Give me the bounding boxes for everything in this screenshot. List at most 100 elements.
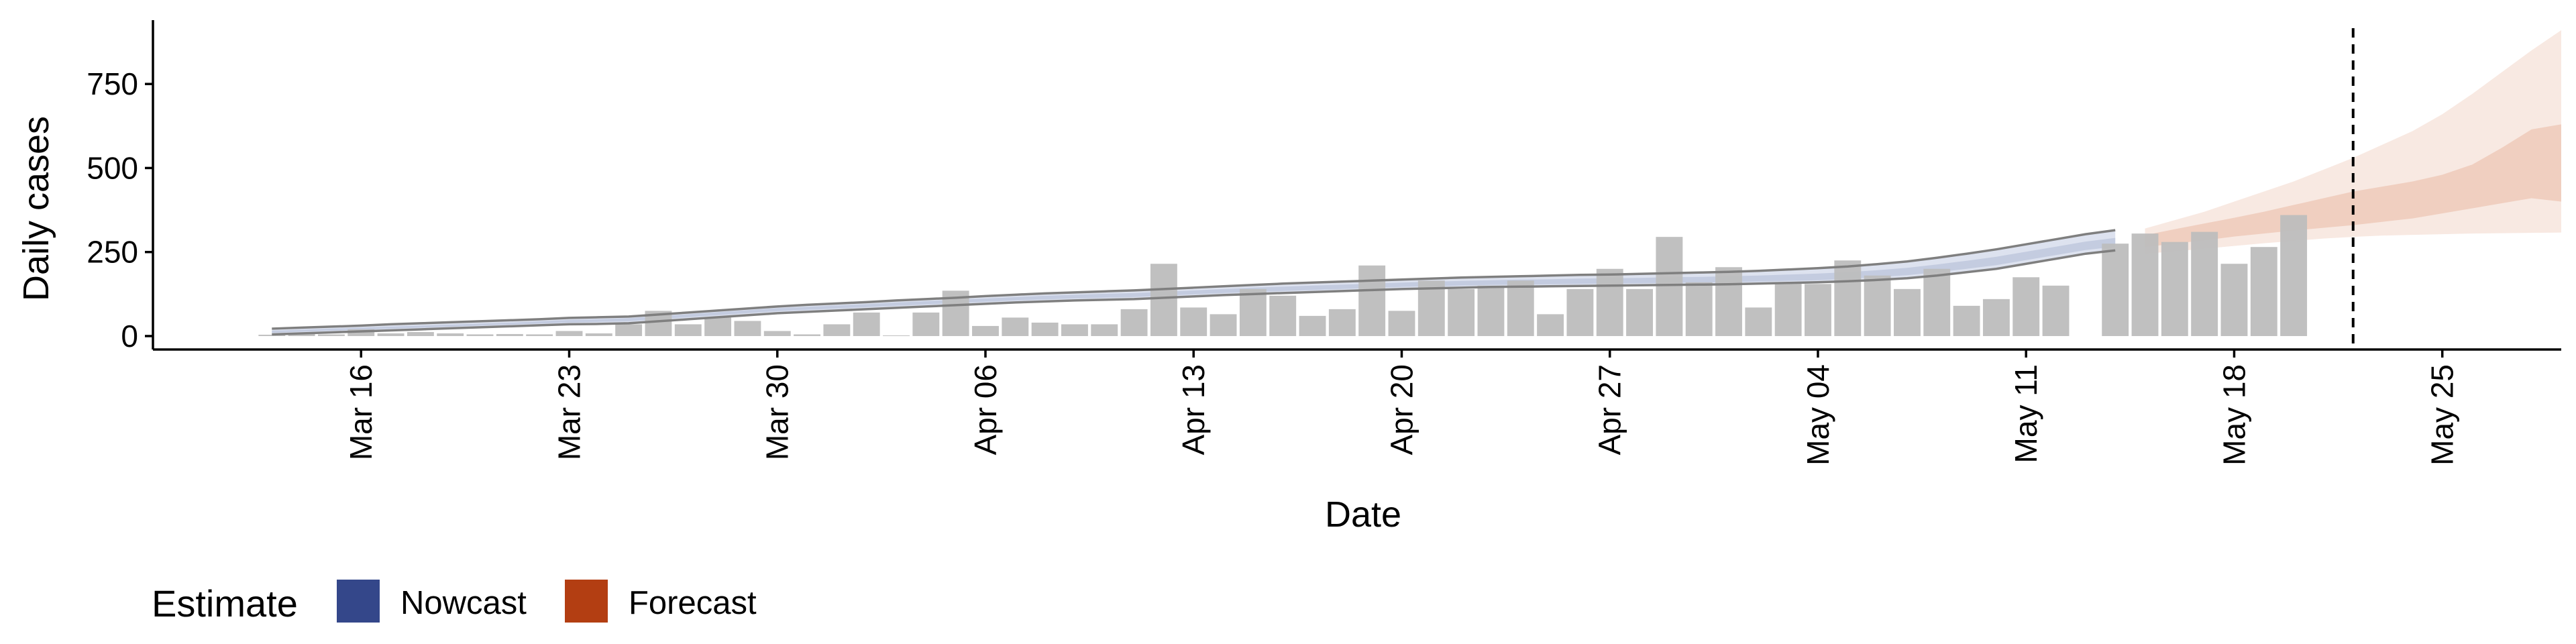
bar-22 (883, 335, 910, 336)
bar-15 (674, 324, 702, 336)
bar-66 (2191, 231, 2218, 336)
bar-56 (1893, 288, 1921, 336)
x-tick-label-4: Apr 13 (1176, 364, 1211, 455)
bar-46 (1596, 268, 1623, 336)
bar-61 (2042, 285, 2070, 336)
bar-64 (2131, 233, 2159, 336)
bar-60 (2012, 277, 2040, 336)
x-tick-label-10: May 25 (2425, 364, 2460, 466)
bar-11 (555, 331, 583, 336)
bar-51 (1745, 307, 1772, 336)
bar-27 (1031, 322, 1059, 336)
bar-30 (1120, 309, 1148, 336)
bar-4 (347, 329, 375, 336)
x-tick-label-3: Apr 06 (968, 364, 1003, 455)
bar-21 (853, 312, 880, 336)
bar-57 (1923, 268, 1951, 336)
bar-54 (1834, 260, 1862, 336)
bar-50 (1715, 267, 1742, 336)
x-tick-label-8: May 11 (2008, 364, 2043, 463)
x-tick-label-9: May 18 (2216, 364, 2251, 466)
bar-6 (407, 331, 434, 336)
bar-10 (526, 334, 553, 336)
x-tick-label-2: Mar 30 (760, 364, 795, 460)
bar-34 (1239, 288, 1267, 336)
bar-26 (1002, 317, 1029, 336)
bar-33 (1210, 314, 1237, 336)
bar-59 (1982, 299, 2010, 336)
bar-41 (1448, 288, 1475, 336)
y-tick-label-0: 0 (121, 319, 138, 354)
forecast-inner-band (2145, 124, 2561, 248)
bar-20 (823, 324, 851, 336)
bar-12 (585, 333, 612, 336)
x-tick-label-6: Apr 27 (1593, 364, 1627, 455)
x-tick-label-1: Mar 23 (551, 364, 586, 460)
bar-32 (1180, 307, 1208, 336)
nowcast-upper-line (272, 229, 2116, 330)
bar-13 (615, 324, 643, 336)
bar-28 (1061, 324, 1088, 336)
bar-5 (377, 333, 405, 336)
bar-69 (2280, 215, 2308, 336)
bar-39 (1388, 311, 1415, 336)
bar-7 (437, 333, 464, 336)
x-axis-title: Date (1325, 494, 1401, 535)
bar-48 (1656, 237, 1683, 336)
legend-label-forecast: Forecast (629, 585, 757, 621)
nowcast-lower-line (272, 249, 2116, 336)
nowcast-outer-band (272, 230, 2116, 335)
bar-65 (2161, 241, 2188, 336)
reported-cases-bars (258, 215, 2308, 336)
bar-58 (1953, 305, 1980, 336)
bar-40 (1417, 280, 1445, 336)
bar-38 (1358, 265, 1386, 336)
bar-29 (1091, 324, 1118, 336)
bar-45 (1566, 288, 1594, 336)
bar-3 (317, 334, 345, 336)
axes (152, 20, 2561, 351)
bar-44 (1537, 314, 1564, 336)
bar-55 (1864, 275, 1891, 336)
nowcast-lines (272, 229, 2116, 336)
bar-19 (794, 334, 821, 336)
x-tick-label-5: Apr 20 (1384, 364, 1419, 455)
legend-title: Estimate (152, 582, 298, 625)
bar-42 (1477, 285, 1505, 336)
bar-16 (704, 317, 732, 336)
bar-37 (1328, 309, 1356, 336)
bar-63 (2102, 244, 2129, 336)
bar-47 (1626, 288, 1653, 336)
bar-49 (1685, 282, 1713, 336)
bar-23 (912, 312, 940, 336)
bar-43 (1507, 280, 1534, 336)
bar-9 (496, 333, 523, 336)
bar-17 (734, 321, 761, 336)
bar-8 (466, 334, 494, 336)
bar-67 (2220, 264, 2248, 336)
y-axis-title: Daily cases (16, 116, 56, 301)
y-tick-label-500: 500 (87, 150, 138, 185)
bar-2 (288, 333, 315, 336)
bar-36 (1299, 315, 1326, 336)
bar-18 (763, 331, 791, 336)
bar-53 (1805, 284, 1831, 336)
bar-68 (2250, 247, 2277, 336)
bar-31 (1150, 264, 1177, 336)
bar-25 (972, 325, 999, 336)
x-axis-ticks: Mar 16 Mar 23 Mar 30 Apr 06 Apr 13 Apr 20 Apr … (343, 350, 2460, 466)
bar-52 (1774, 282, 1802, 336)
bar-35 (1269, 295, 1297, 336)
x-tick-label-0: Mar 16 (343, 364, 378, 460)
legend-key-forecast (565, 580, 608, 623)
legend-label-nowcast: Nowcast (400, 585, 527, 621)
bar-1 (258, 334, 286, 336)
legend-key-nowcast (337, 580, 380, 623)
legend: Estimate Nowcast Forecast (152, 580, 757, 625)
x-tick-label-7: May 04 (1801, 364, 1835, 466)
forecast-bands (2145, 30, 2561, 254)
y-tick-label-250: 250 (87, 235, 138, 270)
y-axis-ticks: 0 250 500 750 (87, 66, 153, 354)
nowcast-bands (272, 230, 2116, 335)
